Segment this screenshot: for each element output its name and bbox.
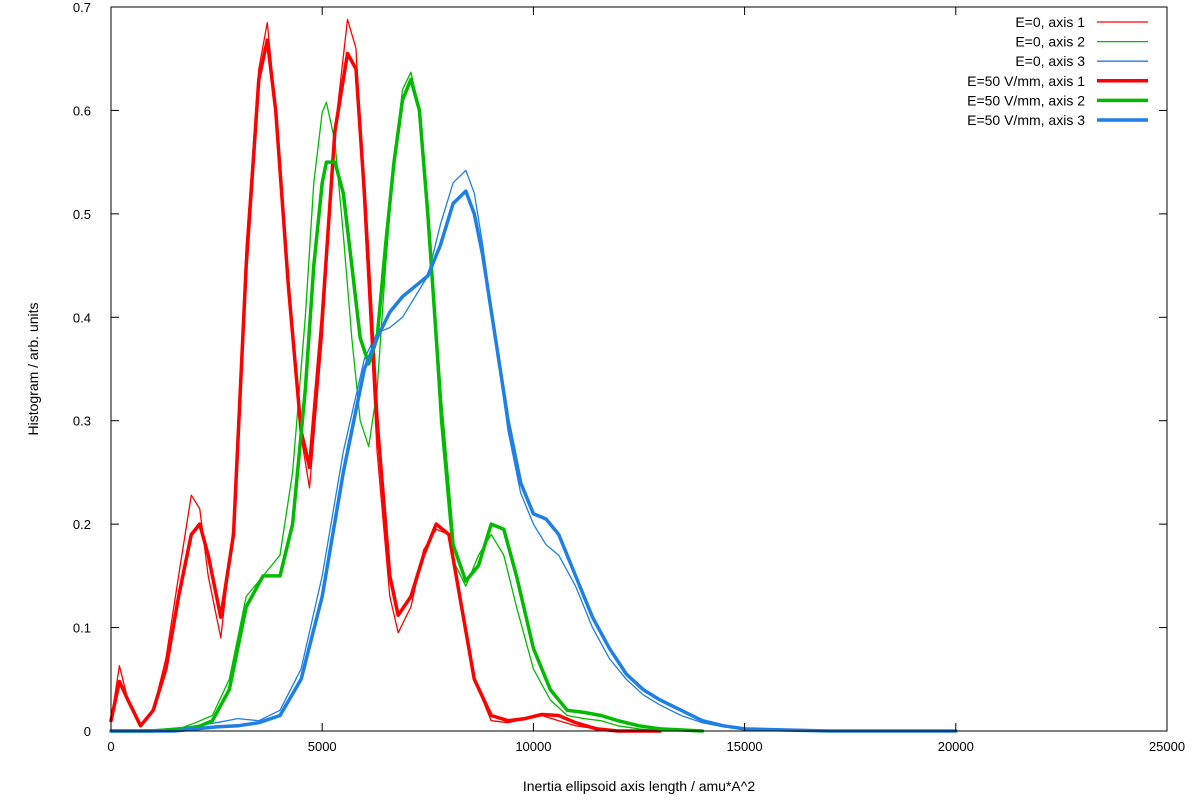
- legend-label: E=0, axis 2: [1015, 34, 1085, 50]
- series-line-6: [109, 189, 958, 733]
- legend-label: E=0, axis 1: [1015, 14, 1085, 30]
- legend-label: E=50 V/mm, axis 3: [967, 112, 1085, 128]
- series-line-5: [109, 77, 705, 733]
- x-tick-label: 5000: [308, 739, 337, 754]
- y-axis-title: Histogram / arb. units: [25, 302, 41, 435]
- series-line-4: [109, 38, 662, 733]
- legend-label: E=50 V/mm, axis 1: [967, 73, 1085, 89]
- legend: E=0, axis 1 E=0, axis 2 E=0, axis 3 E=50 V/…: [967, 14, 1148, 128]
- plot-frame: [110, 6, 1168, 732]
- y-tick-label: 0.5: [73, 207, 91, 222]
- x-axis-title: Inertia ellipsoid axis length / amu*A^2: [523, 778, 755, 794]
- y-tick-label: 0.6: [73, 103, 91, 118]
- legend-label: E=50 V/mm, axis 2: [967, 92, 1085, 108]
- legend-label: E=0, axis 3: [1015, 53, 1085, 69]
- series-layer: [109, 18, 958, 733]
- y-tick-label: 0: [84, 724, 91, 739]
- x-tick-label: 20000: [938, 739, 974, 754]
- y-tick-label: 0.1: [73, 621, 91, 636]
- x-tick-label: 0: [107, 739, 114, 754]
- y-tick-label: 0.4: [73, 310, 91, 325]
- x-tick-label: 25000: [1149, 739, 1185, 754]
- y-tick-label: 0.7: [73, 0, 91, 15]
- ticks-layer: 0 5000 10000 15000 20000 25000 0 0.1 0.2 0.3 0.4 0.…: [73, 0, 1185, 754]
- x-tick-label: 15000: [727, 739, 763, 754]
- x-tick-label: 10000: [515, 739, 551, 754]
- y-tick-label: 0.2: [73, 517, 91, 532]
- y-tick-label: 0.3: [73, 414, 91, 429]
